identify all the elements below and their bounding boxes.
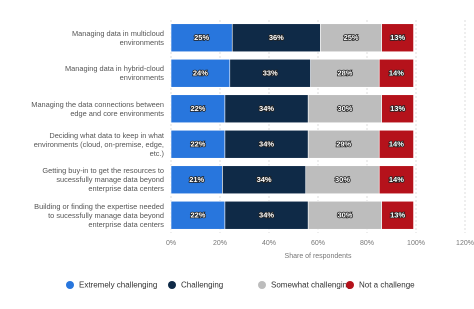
- bar-segment: [224, 129, 309, 159]
- value-label: 30%: [335, 175, 350, 184]
- x-tick-label: 80%: [360, 240, 374, 247]
- legend-marker: [346, 281, 354, 289]
- legend-label: Somewhat challenging: [271, 281, 352, 290]
- bar-segment: [381, 200, 414, 230]
- x-tick-label: 40%: [262, 240, 276, 247]
- category-label: Managing data in hybrid-cloud environmen…: [64, 64, 164, 83]
- category-label: Building or finding the expertise needed…: [34, 201, 164, 229]
- bar-segment: [378, 129, 414, 159]
- category-label: Deciding what data to keep in what envir…: [33, 130, 164, 158]
- value-label: 22%: [190, 104, 205, 113]
- value-label: 25%: [344, 33, 359, 42]
- bar-segment: [170, 23, 233, 53]
- value-label: 22%: [190, 211, 205, 220]
- value-label: 36%: [269, 33, 284, 42]
- x-tick-label: 20%: [213, 240, 227, 247]
- value-label: 34%: [257, 175, 272, 184]
- legend-marker: [66, 281, 74, 289]
- value-label: 24%: [193, 69, 208, 78]
- x-tick-label: 120%: [456, 240, 474, 247]
- category-label: Managing data in multicloud environments: [71, 28, 164, 47]
- value-label: 34%: [259, 104, 274, 113]
- bar-segment: [170, 200, 226, 230]
- value-label: 21%: [189, 175, 204, 184]
- bar-segment: [381, 23, 414, 53]
- category-label: Getting buy-in to get the resources to s…: [42, 166, 164, 194]
- bar-segment: [307, 129, 380, 159]
- bar-segment: [378, 165, 414, 195]
- bar-segment: [320, 23, 383, 53]
- bar-segment: [170, 94, 226, 124]
- bar-segment: [305, 165, 380, 195]
- x-axis-title: Share of respondents: [285, 253, 352, 260]
- legend-label: Not a challenge: [359, 281, 415, 290]
- bar-segment: [307, 94, 383, 124]
- legend-marker: [258, 281, 266, 289]
- bar-segment: [170, 58, 231, 88]
- value-label: 25%: [194, 33, 209, 42]
- value-label: 34%: [259, 140, 274, 149]
- bar-segment: [381, 94, 414, 124]
- bar-segment: [224, 94, 309, 124]
- value-label: 14%: [389, 175, 404, 184]
- value-label: 13%: [390, 211, 405, 220]
- bar-segment: [170, 165, 223, 195]
- value-label: 29%: [336, 140, 351, 149]
- bar-segment: [170, 129, 226, 159]
- bar-segment: [310, 58, 380, 88]
- value-label: 13%: [390, 33, 405, 42]
- value-label: 22%: [190, 140, 205, 149]
- legend-label: Extremely challenging: [79, 281, 157, 290]
- bar-segment: [307, 200, 383, 230]
- x-tick-label: 60%: [311, 240, 325, 247]
- value-label: 14%: [389, 140, 404, 149]
- value-label: 30%: [337, 211, 352, 220]
- value-label: 13%: [390, 104, 405, 113]
- legend-marker: [168, 281, 176, 289]
- value-label: 30%: [337, 104, 352, 113]
- category-label: Managing the data connections between ed…: [31, 99, 164, 118]
- x-tick-label: 100%: [407, 240, 425, 247]
- bar-segment: [378, 58, 414, 88]
- legend-label: Challenging: [181, 281, 223, 290]
- value-label: 34%: [259, 211, 274, 220]
- value-label: 33%: [263, 69, 278, 78]
- value-label: 14%: [389, 69, 404, 78]
- x-tick-label: 0%: [166, 240, 176, 247]
- value-label: 28%: [337, 69, 352, 78]
